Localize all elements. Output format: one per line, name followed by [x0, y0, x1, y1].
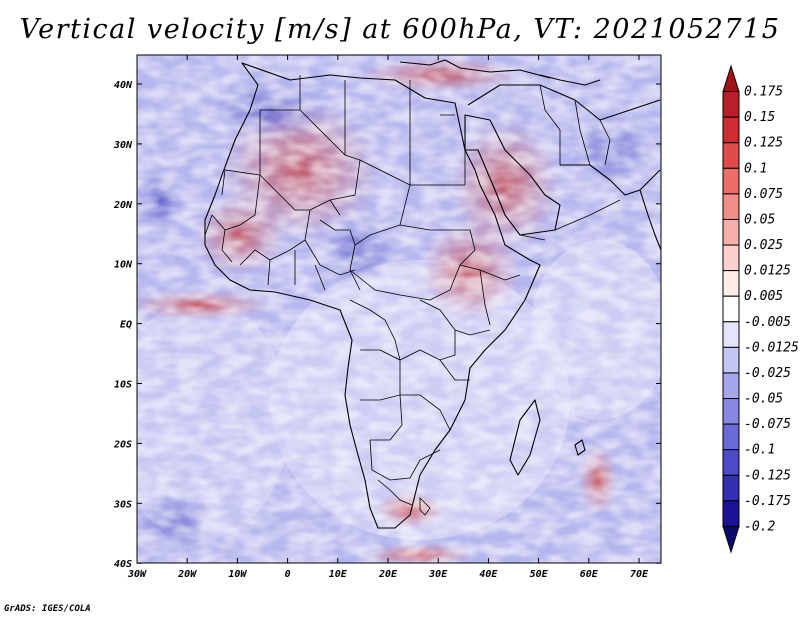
- lon-label: 10E: [329, 569, 348, 580]
- colorbar-label: 0.005: [744, 289, 783, 304]
- colorbar-swatch: [722, 321, 740, 348]
- colorbar-swatch: [722, 167, 740, 195]
- colorbar-swatch: [722, 500, 740, 527]
- colorbar-label: -0.175: [744, 494, 791, 509]
- colorbar-label: -0.1: [744, 443, 775, 458]
- colorbar-bottom-arrow: [722, 525, 740, 554]
- colorbar-swatch: [722, 193, 740, 220]
- lon-label: 20W: [177, 569, 197, 580]
- colorbar-top-arrow: [722, 64, 740, 93]
- colorbar-swatch: [722, 218, 740, 246]
- lon-label: 20E: [378, 569, 398, 580]
- colorbar-label: -0.0125: [744, 340, 799, 355]
- colorbar-label: -0.075: [744, 417, 791, 432]
- colorbar-label: -0.05: [744, 392, 783, 407]
- colorbar-label: 0.125: [744, 136, 783, 151]
- lat-label: EQ: [120, 320, 132, 331]
- colorbar-label: -0.005: [744, 315, 791, 330]
- lon-label: 70E: [630, 569, 649, 580]
- colorbar-label: 0.0125: [744, 264, 791, 279]
- colorbar-swatch: [722, 449, 740, 476]
- colorbar-label: -0.2: [744, 519, 775, 534]
- colorbar-swatch: [722, 295, 740, 323]
- colorbar-swatch: [722, 346, 740, 374]
- colorbar-swatch: [722, 142, 740, 169]
- lon-label: 0: [285, 569, 291, 580]
- colorbar-label: 0.05: [744, 212, 775, 227]
- lon-label: 40E: [479, 569, 498, 580]
- colorbar-label: -0.025: [744, 366, 791, 381]
- colorbar-swatch: [722, 398, 740, 425]
- lon-label: 50E: [530, 569, 549, 580]
- lon-label: 60E: [580, 569, 599, 580]
- longitude-axis: 30W 20W 10W 0 10E 20E 30E 40E 50E 60E 70E: [127, 55, 649, 580]
- lat-label: 30N: [113, 140, 133, 151]
- colorbar-swatch: [722, 244, 740, 272]
- colorbar-label: 0.1: [744, 161, 767, 176]
- map-frame: [136, 54, 662, 564]
- lat-label: 40S: [114, 559, 132, 570]
- lat-label: 10S: [114, 380, 132, 391]
- colorbar-label: 0.075: [744, 187, 783, 202]
- colorbar-swatch: [722, 474, 740, 502]
- colorbar-swatch: [722, 372, 740, 400]
- chart-title: Vertical velocity [m/s] at 600hPa, VT: 2…: [19, 14, 781, 45]
- lat-label: 20N: [113, 200, 133, 211]
- lon-label: 30E: [428, 569, 448, 580]
- borders: [204, 75, 621, 516]
- lon-label: 30W: [127, 569, 147, 580]
- colorbar-label: -0.125: [744, 468, 791, 483]
- colorbar-swatch: [722, 270, 740, 297]
- velocity-field: [137, 55, 661, 563]
- grads-credit: GrADS: IGES/COLA: [4, 604, 91, 614]
- latitude-axis: 40N 30N 20N 10N EQ 10S 20S 30S 40S: [113, 80, 661, 570]
- lat-label: 30S: [113, 499, 132, 510]
- colorbar-label: 0.15: [744, 110, 775, 125]
- colorbar-swatch: [722, 91, 740, 118]
- lat-label: 10N: [114, 260, 133, 271]
- colorbar-label: 0.175: [744, 85, 783, 100]
- lat-label: 40N: [114, 80, 133, 91]
- lon-label: 10W: [228, 569, 247, 580]
- colorbar-label: 0.025: [744, 238, 783, 253]
- colorbar: 0.175 0.15 0.125 0.1 0.075 0.05 0.025 0.0125 0.0…: [722, 64, 799, 554]
- lat-label: 20S: [113, 439, 132, 450]
- colorbar-swatch: [722, 423, 740, 451]
- colorbar-swatch: [722, 116, 740, 144]
